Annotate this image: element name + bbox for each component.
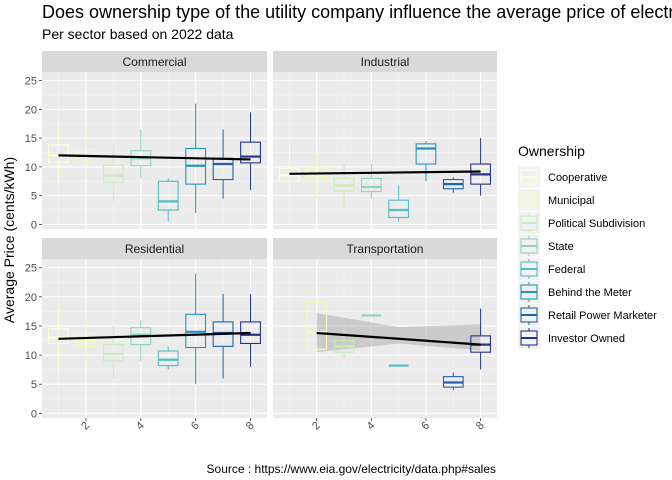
x-tick-label: 2 [79,420,92,433]
box-body [212,157,234,181]
box-municipal [306,155,328,199]
box-body [240,141,261,164]
box-political-subdivision [333,164,355,208]
panel-industrial: Industrial [273,51,497,229]
x-tick-label: 4 [365,420,378,433]
facet-strip [273,51,497,72]
facet-panels: Commercial0510152025IndustrialResidentia… [25,51,497,432]
x-tick-label: 6 [189,420,202,433]
facet-strip [42,51,267,72]
y-tick-label: 15 [25,133,37,145]
box-political-subdivision [102,325,124,379]
y-tick-label: 25 [25,76,37,88]
chart-title: Does ownership type of the utility compa… [42,2,672,22]
trend-line [316,331,481,346]
box-body [102,164,124,183]
panel-residential: Residential 0 5 10 15 20 25 2 4 6 8 [25,238,267,432]
box-retail-power-marketer [442,177,464,193]
box-municipal [75,314,97,361]
box-body [157,180,179,211]
x-tick-label: 6 [419,420,432,433]
legend-label: Political Subdivision [548,218,645,230]
box-investor-owned [470,138,491,196]
trend-line [58,331,251,340]
x-tick-label: 4 [134,420,147,433]
panel-background [42,72,267,229]
box-body [388,199,410,219]
box-political-subdivision [102,143,124,202]
legend-item: Federal [518,258,585,280]
box-body [48,328,69,345]
panel-transportation: Transportation 2 4 6 8 [273,238,497,432]
legend-label: Investor Owned [548,333,625,345]
legend-item: Political Subdivision [518,212,645,234]
y-tick-label: 0 [31,408,37,420]
box-municipal [306,302,328,353]
x-tick-label: 2 [310,420,323,433]
y-tick-label: 10 [25,162,37,174]
y-axis-title: Average Price (cents/kWh) [1,157,17,323]
legend-label: Federal [548,264,585,276]
box-political-subdivision [333,325,355,359]
y-tick-label: 5 [31,191,37,203]
legend-label: Municipal [548,195,594,207]
x-tick-label: 8 [474,420,487,433]
legend-item: Retail Power Marketer [518,304,657,326]
panel-background [273,72,497,229]
facet-strip [42,238,267,259]
source-caption: Source : https://www.eia.gov/electricity… [207,462,496,476]
box-body [306,302,328,350]
y-tick-label: 5 [31,379,37,391]
legend-label: State [548,241,574,253]
box-state [360,164,382,199]
x-tick-label: 8 [244,420,257,433]
facet-label: Industrial [361,55,410,69]
y-tick-label: 15 [25,321,37,333]
legend-label: Retail Power Marketer [548,310,657,322]
box-federal [388,185,410,222]
y-tick-label: 20 [25,292,37,304]
box-body [48,144,69,163]
legend-item: Investor Owned [518,327,625,349]
legend-label: Behind the Meter [548,287,632,299]
box-body [415,143,437,165]
box-body [157,350,179,367]
box-behind-the-meter [185,273,207,385]
legend-item: Behind the Meter [518,281,632,303]
panel-commercial: Commercial 0 5 10 15 20 25 [25,51,267,231]
facet-strip [273,238,497,259]
box-federal [157,346,179,370]
box-behind-the-meter [415,141,437,182]
y-tick-label: 10 [25,350,37,362]
chart-subtitle: Per sector based on 2022 data [42,26,234,42]
box-retail-power-marketer [442,372,464,391]
facet-label: Commercial [122,55,186,69]
box-investor-owned [240,112,261,190]
facet-label: Residential [125,242,184,256]
legend-title: Ownership [518,143,585,159]
y-tick-label: 0 [31,219,37,231]
legend-item: Municipal [518,189,594,211]
trend-line [58,154,251,161]
trend-line [289,170,481,175]
box-behind-the-meter [185,103,207,213]
facet-label: Transportation [347,242,424,256]
legend-item: Cooperative [518,166,607,188]
box-body [102,344,124,362]
box-body [360,177,382,193]
legend-label: Cooperative [548,172,607,184]
box-cooperative [279,143,300,190]
y-tick-label: 25 [25,263,37,275]
legend: Ownership Cooperative Municipal Political … [518,143,657,349]
legend-item: State [518,235,574,257]
box-federal [157,178,179,222]
y-tick-label: 20 [25,104,37,116]
